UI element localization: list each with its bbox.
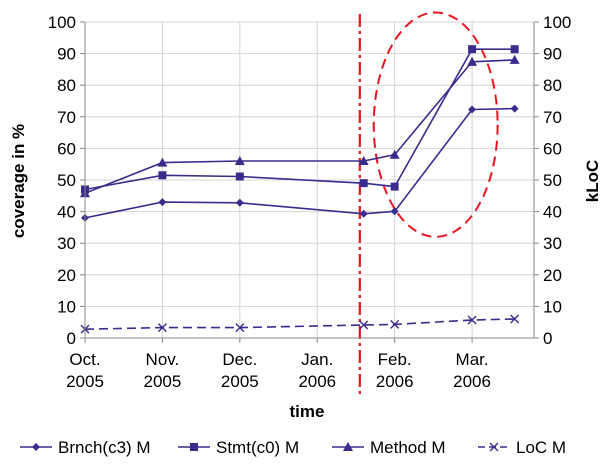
data-point — [234, 156, 245, 166]
legend: Brnch(c3) M Stmt(c0) M Method M LoC M — [20, 438, 566, 457]
data-point — [390, 319, 400, 329]
y2-tick-label: 80 — [543, 76, 562, 95]
y-tick-label: 10 — [57, 297, 76, 316]
y-tick-label: 50 — [57, 171, 76, 190]
legend-item: Stmt(c0) M — [178, 438, 299, 457]
y-tick-label: 70 — [57, 108, 76, 127]
legend-label: Brnch(c3) M — [58, 438, 151, 457]
y-tick-label: 30 — [57, 234, 76, 253]
data-point — [390, 207, 399, 216]
data-point — [358, 156, 369, 166]
data-point — [359, 179, 368, 188]
series-line — [84, 318, 515, 330]
data-point — [467, 56, 478, 66]
series-3 — [80, 314, 520, 334]
y2-axis-title: kLoC — [583, 160, 602, 203]
y-tick-label: 40 — [57, 203, 76, 222]
data-point — [235, 172, 244, 181]
y2-tick-label: 40 — [543, 203, 562, 222]
y2-tick-label: 20 — [543, 266, 562, 285]
x-tick-year: 2006 — [298, 372, 336, 391]
data-point — [468, 105, 477, 114]
legend-item: LoC M — [478, 438, 566, 457]
legend-item: Method M — [332, 438, 446, 457]
data-point — [158, 198, 167, 207]
x-tick-year: 2005 — [66, 372, 104, 391]
data-point — [389, 149, 400, 159]
data-point — [158, 171, 167, 180]
y2-tick-label: 90 — [543, 45, 562, 64]
y-tick-label: 0 — [67, 329, 76, 348]
y2-tick-label: 70 — [543, 108, 562, 127]
y-tick-label: 80 — [57, 76, 76, 95]
y2-tick-label: 100 — [543, 13, 571, 32]
tick-labels: 0 0 10 10 20 20 30 30 40 40 50 50 60 60 70 70 80 80 90 90 10… — [48, 13, 572, 391]
y2-tick-label: 50 — [543, 171, 562, 190]
y2-tick-label: 30 — [543, 234, 562, 253]
series-line — [84, 107, 515, 219]
axes — [80, 21, 539, 343]
highlight-ellipse — [372, 11, 499, 238]
y2-tick-label: 60 — [543, 139, 562, 158]
y-tick-label: 90 — [57, 45, 76, 64]
y2-tick-label: 10 — [543, 297, 562, 316]
data-point — [467, 315, 477, 325]
series-0 — [81, 104, 519, 222]
x-tick-label: Dec. — [222, 350, 257, 369]
annotations — [358, 11, 499, 398]
legend-marker — [343, 442, 353, 451]
data-point — [510, 314, 520, 324]
y2-tick-label: 0 — [543, 329, 552, 348]
y-tick-label: 60 — [57, 139, 76, 158]
x-tick-year: 2005 — [221, 372, 259, 391]
x-tick-year: 2006 — [376, 372, 414, 391]
x-tick-label: Nov. — [146, 350, 180, 369]
legend-marker — [32, 443, 40, 451]
data-point — [468, 45, 477, 54]
legend-item: Brnch(c3) M — [20, 438, 151, 457]
data-point — [510, 104, 519, 113]
data-point — [157, 323, 167, 333]
data-point — [510, 45, 519, 54]
data-point — [359, 209, 368, 218]
x-tick-year: 2006 — [453, 372, 491, 391]
series-line — [84, 59, 515, 195]
legend-label: LoC M — [516, 438, 566, 457]
data-point — [509, 54, 520, 64]
x-axis-title: time — [290, 402, 325, 421]
x-tick-year: 2005 — [143, 372, 181, 391]
series-2 — [80, 54, 520, 198]
legend-label: Method M — [370, 438, 446, 457]
legend-label: Stmt(c0) M — [216, 438, 299, 457]
data-point — [235, 323, 245, 333]
y-tick-label: 100 — [48, 13, 76, 32]
x-tick-label: Jan. — [301, 350, 333, 369]
data-point — [157, 157, 168, 167]
x-tick-label: Oct. — [69, 350, 100, 369]
data-point — [390, 182, 399, 191]
y-axis-title: coverage in % — [9, 124, 28, 238]
x-tick-label: Feb. — [378, 350, 412, 369]
series-1 — [81, 45, 519, 194]
legend-marker — [190, 443, 198, 451]
y-tick-label: 20 — [57, 266, 76, 285]
series-group — [80, 45, 520, 334]
data-point — [359, 320, 369, 330]
data-point — [235, 198, 244, 207]
legend-marker — [489, 442, 499, 452]
x-tick-label: Mar. — [456, 350, 489, 369]
